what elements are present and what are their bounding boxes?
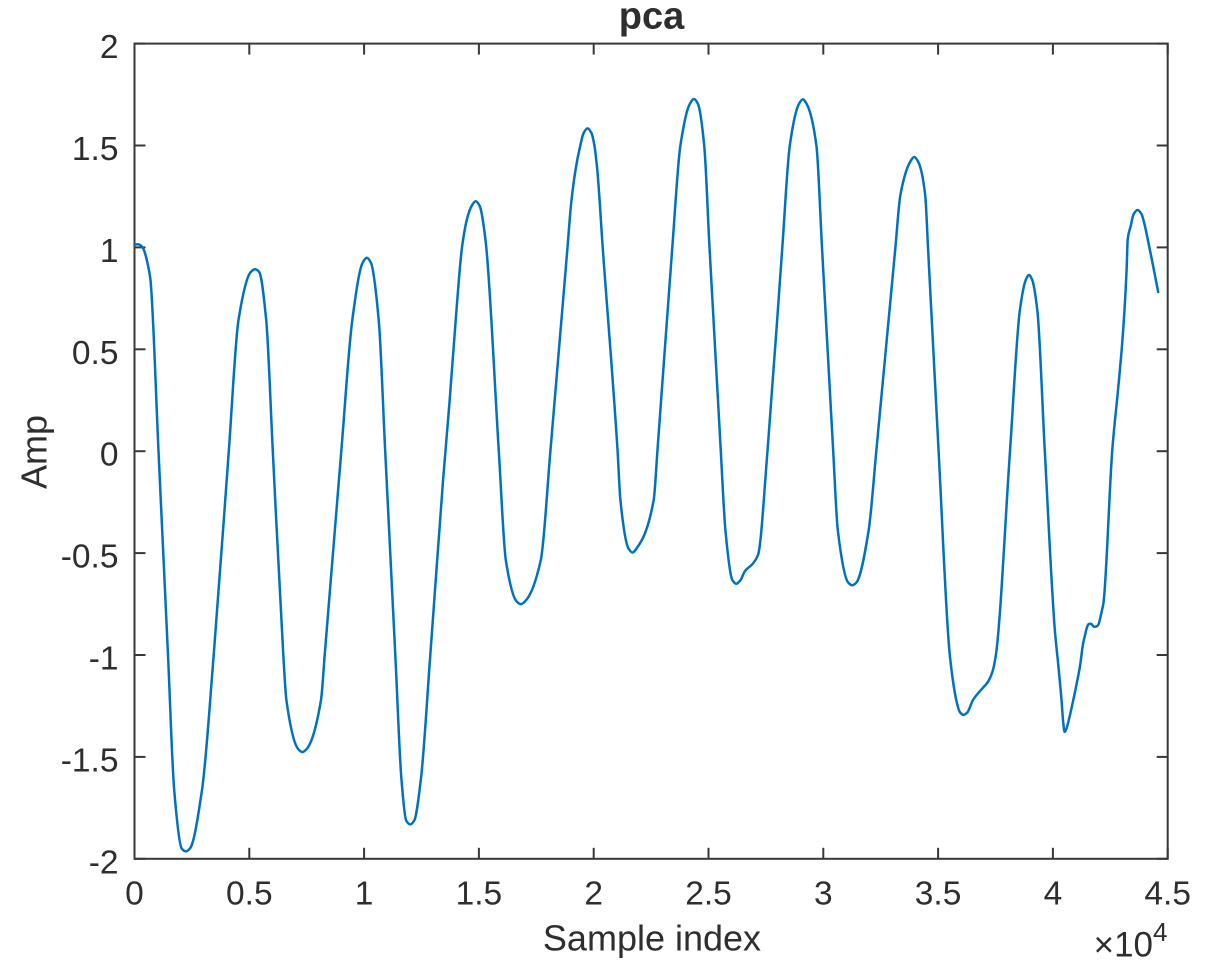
svg-text:0.5: 0.5 [72, 335, 119, 372]
svg-text:-0.5: -0.5 [61, 539, 119, 576]
svg-text:4.5: 4.5 [1144, 876, 1191, 913]
svg-text:-1.5: -1.5 [61, 742, 119, 779]
svg-text:0: 0 [125, 876, 144, 913]
svg-text:4: 4 [1044, 876, 1063, 913]
svg-text:1.5: 1.5 [456, 876, 503, 913]
svg-text:1: 1 [355, 876, 374, 913]
svg-text:1.5: 1.5 [72, 131, 119, 168]
svg-text:Amp: Amp [14, 415, 55, 489]
svg-text:2: 2 [584, 876, 603, 913]
svg-text:pca: pca [619, 0, 685, 38]
svg-text:Sample index: Sample index [543, 918, 761, 959]
svg-text:1: 1 [100, 233, 119, 270]
svg-text:2: 2 [100, 29, 119, 66]
svg-text:0: 0 [100, 437, 119, 474]
svg-text:-2: -2 [89, 844, 119, 881]
svg-text:0.5: 0.5 [226, 876, 273, 913]
svg-text:-1: -1 [89, 641, 119, 678]
svg-text:2.5: 2.5 [685, 876, 732, 913]
svg-text:3: 3 [814, 876, 833, 913]
svg-text:3.5: 3.5 [915, 876, 962, 913]
